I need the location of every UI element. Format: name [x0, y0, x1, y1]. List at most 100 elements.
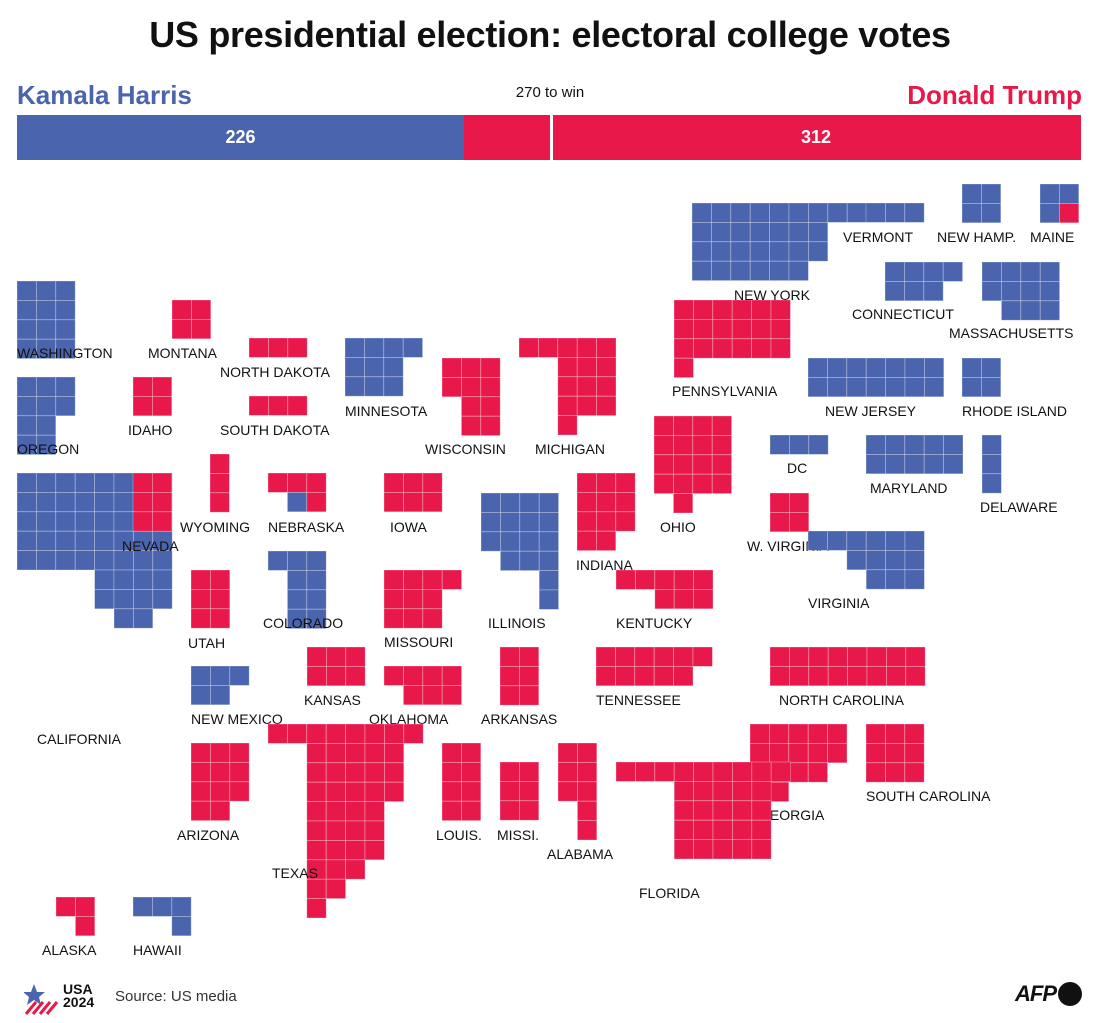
vote-tile-rep	[345, 723, 366, 744]
vote-tile-dem	[788, 221, 809, 243]
vote-tile-dem	[36, 280, 57, 301]
vote-tile-rep	[595, 666, 616, 687]
vote-tile-rep	[306, 898, 327, 919]
vote-tile-rep	[480, 376, 501, 398]
vote-tile-dem	[827, 376, 848, 398]
vote-tile-rep	[209, 589, 231, 610]
vote-tile-rep	[847, 646, 868, 667]
trump-votes-value: 312	[800, 127, 832, 147]
vote-tile-rep	[286, 472, 308, 493]
threshold-marker	[549, 115, 553, 160]
vote-tile-dem	[113, 608, 134, 629]
vote-tile-rep	[692, 454, 713, 475]
vote-tile-rep	[325, 781, 347, 803]
vote-tile-dem	[36, 376, 57, 397]
vote-tile-rep	[711, 473, 733, 495]
vote-tile-rep	[287, 337, 308, 358]
vote-tile-rep	[615, 646, 636, 667]
vote-tile-dem	[383, 356, 404, 378]
vote-tile-rep	[595, 646, 616, 667]
vote-tile-rep	[692, 434, 713, 456]
vote-tile-rep	[460, 742, 482, 763]
vote-tile-dem	[113, 491, 134, 513]
vote-tile-dem	[74, 511, 95, 532]
vote-tile-rep	[75, 896, 96, 917]
vote-tile-rep	[345, 666, 366, 687]
vote-tile-rep	[306, 472, 327, 493]
vote-tile-rep	[422, 589, 443, 610]
vote-tile-rep	[151, 491, 173, 513]
vote-tile-rep	[615, 569, 636, 590]
vote-tile-dem	[190, 665, 211, 686]
vote-tile-dem	[1039, 300, 1060, 321]
vote-tile-rep	[383, 762, 405, 783]
state-label: OKLAHOMA	[369, 711, 449, 727]
state-hawaii: HAWAII	[132, 896, 192, 958]
vote-tile-rep	[712, 761, 733, 782]
vote-tile-rep	[345, 840, 366, 861]
state-label: ALABAMA	[547, 846, 614, 862]
vote-tile-dem	[904, 550, 925, 571]
state-oklahoma: OKLAHOMA	[369, 665, 463, 727]
vote-tile-dem	[923, 434, 945, 455]
vote-tile-rep	[132, 491, 153, 513]
vote-tile-dem	[499, 492, 521, 513]
vote-tile-rep	[441, 569, 463, 590]
state-minnesota: MINNESOTA	[344, 337, 428, 419]
vote-tile-dem	[55, 376, 76, 397]
vote-tile-dem	[538, 550, 560, 572]
vote-tile-rep	[808, 666, 829, 687]
vote-tile-rep	[654, 589, 675, 610]
vote-tile-rep	[770, 761, 792, 782]
vote-tile-rep	[460, 396, 482, 417]
vote-tile-dem	[1039, 280, 1060, 302]
state-label: IDAHO	[128, 422, 172, 438]
harris-bar-segment	[17, 115, 464, 160]
vote-tile-rep	[635, 761, 656, 782]
vote-tile-rep	[866, 666, 887, 687]
vote-tile-rep	[653, 454, 674, 475]
vote-tile-rep	[325, 666, 347, 687]
vote-tile-rep	[789, 666, 810, 687]
vote-tile-dem	[1020, 300, 1041, 321]
vote-tile-dem	[94, 569, 115, 590]
vote-tile-dem	[519, 550, 540, 572]
state-arizona: ARIZONA	[177, 742, 250, 843]
vote-tile-dem	[788, 260, 809, 282]
vote-tile-dem	[808, 202, 829, 223]
vote-tile-dem	[16, 319, 37, 340]
state-label: MASSACHUSETTS	[949, 325, 1073, 341]
vote-tile-rep	[403, 723, 424, 744]
vote-tile-rep	[692, 646, 713, 667]
vote-tile-dem	[865, 550, 887, 571]
vote-tile-rep	[885, 743, 906, 764]
state-label: DELAWARE	[980, 499, 1058, 515]
vote-tile-rep	[518, 337, 539, 358]
vote-tile-rep	[499, 761, 520, 782]
vote-tile-dem	[885, 202, 906, 223]
vote-tile-rep	[712, 819, 733, 841]
vote-tile-rep	[190, 781, 211, 802]
vote-tile-rep	[325, 743, 347, 764]
vote-tile-dem	[923, 261, 944, 282]
vote-tile-rep	[577, 800, 598, 822]
vote-tile-dem	[1001, 261, 1022, 282]
vote-tile-rep	[769, 723, 790, 744]
vote-tile-rep	[654, 761, 675, 782]
vote-tile-rep	[732, 761, 753, 782]
vote-tile-dem	[16, 530, 37, 552]
vote-tile-rep	[460, 376, 482, 398]
vote-tile-dem	[113, 589, 134, 610]
vote-tile-rep	[576, 491, 597, 513]
vote-tile-rep	[577, 781, 598, 802]
vote-tile-rep	[576, 395, 598, 417]
vote-tile-dem	[55, 550, 76, 571]
state-texas: TEXAS	[267, 723, 424, 919]
vote-tile-dem	[74, 550, 95, 571]
vote-tile-rep	[904, 762, 925, 783]
vote-tile-rep	[383, 589, 404, 610]
vote-tile-rep	[673, 819, 695, 841]
vote-tile-dem	[885, 357, 906, 378]
vote-tile-dem	[885, 376, 906, 398]
state-delaware: DELAWARE	[980, 434, 1058, 515]
